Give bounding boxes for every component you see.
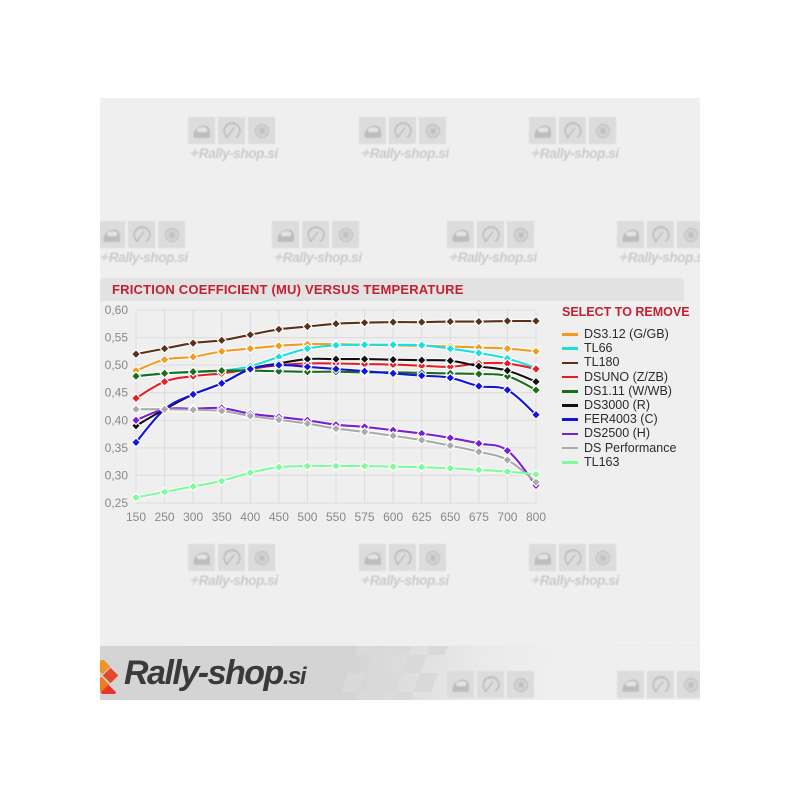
svg-text:650: 650 [440,510,460,524]
svg-text:0,30: 0,30 [105,468,129,482]
svg-text:0,40: 0,40 [105,413,129,427]
svg-text:600: 600 [383,510,403,524]
svg-text:675: 675 [469,510,489,524]
svg-text:0,35: 0,35 [105,441,129,455]
svg-text:0,55: 0,55 [105,331,129,345]
svg-text:800: 800 [526,510,546,524]
svg-text:0,60: 0,60 [105,303,129,317]
svg-text:500: 500 [297,510,317,524]
svg-text:400: 400 [240,510,260,524]
svg-text:700: 700 [497,510,517,524]
svg-text:300: 300 [183,510,203,524]
svg-text:350: 350 [212,510,232,524]
svg-text:0,25: 0,25 [105,496,129,510]
svg-text:250: 250 [155,510,175,524]
svg-text:450: 450 [269,510,289,524]
svg-text:550: 550 [326,510,346,524]
svg-text:0,50: 0,50 [105,358,129,372]
svg-text:150: 150 [126,510,146,524]
svg-text:625: 625 [412,510,432,524]
svg-text:0,45: 0,45 [105,386,129,400]
svg-text:575: 575 [355,510,375,524]
